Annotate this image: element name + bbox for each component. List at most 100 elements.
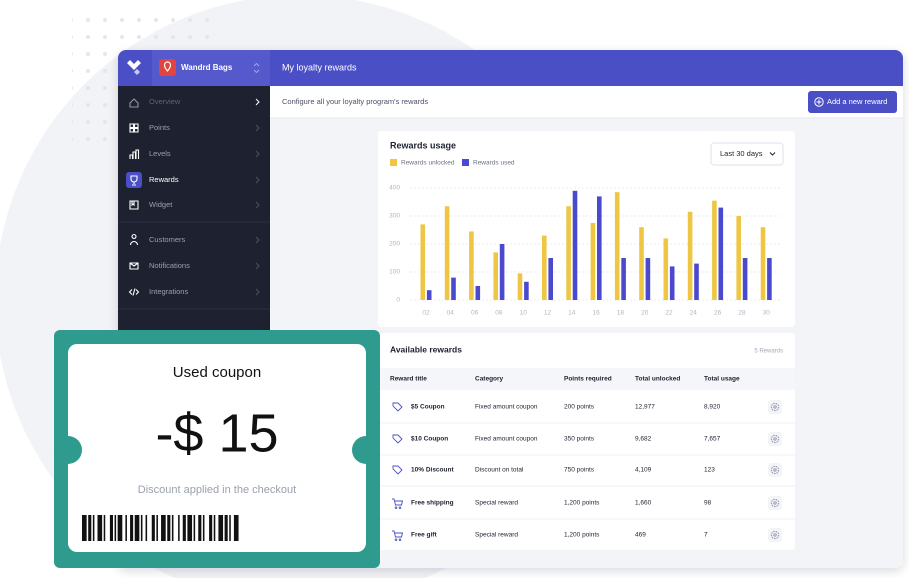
nav-item[interactable]: Customers — [129, 234, 260, 246]
barcode-bar — [233, 515, 239, 541]
bar — [712, 200, 717, 300]
x-tick-label: 20 — [641, 310, 649, 317]
nav-icon — [129, 200, 139, 210]
nav-label[interactable]: Customers — [149, 235, 186, 244]
gear — [770, 465, 780, 475]
table-row[interactable]: $5 Coupon Fixed amount coupon 200 points 12… — [378, 400, 795, 424]
nav-label[interactable]: Points — [149, 123, 170, 132]
settings-button[interactable] — [768, 400, 782, 414]
nav-label[interactable]: Integrations — [149, 287, 188, 296]
barcode-bar — [209, 515, 213, 541]
barcode-bar — [134, 515, 140, 541]
table-cell: 12,977 — [635, 404, 655, 411]
x-tick-label: 28 — [738, 310, 746, 317]
barcode-bar — [161, 515, 166, 541]
add-reward-button[interactable]: Add a new reward — [808, 91, 897, 113]
nav-item[interactable]: Widget — [129, 200, 260, 210]
nav-label[interactable]: Levels — [149, 149, 171, 158]
store-icon — [163, 61, 172, 72]
table-cell: 123 — [704, 467, 715, 474]
gear — [773, 501, 777, 505]
nav-label[interactable]: Widget — [149, 200, 173, 209]
nav-label[interactable]: Overview — [149, 97, 181, 106]
nav-item[interactable]: Notifications — [129, 261, 260, 270]
table-row[interactable]: Free gift Special reward 1,200 points 469 7 — [392, 528, 782, 542]
nav-label[interactable]: Notifications — [149, 261, 190, 270]
table-cell: Free gift — [411, 532, 437, 539]
x-tick-label: 02 — [422, 310, 430, 317]
gear-bg — [768, 432, 782, 446]
table-count: 5 Rewards — [754, 349, 783, 355]
table-cell: 4,109 — [635, 467, 652, 474]
nav-label[interactable]: Rewards — [149, 175, 179, 184]
coupon-title: Used coupon — [173, 364, 261, 381]
y-tick-label: 400 — [389, 185, 400, 192]
settings-button[interactable] — [768, 463, 782, 477]
bar — [451, 277, 456, 300]
gear-bg — [768, 463, 782, 477]
table-cell: 8,920 — [704, 404, 721, 411]
bar — [597, 196, 602, 300]
gear-bg — [768, 400, 782, 414]
bar — [736, 216, 741, 300]
table-row[interactable]: $10 Coupon Fixed amount coupon 350 points 9… — [378, 432, 795, 456]
store-name: Wandrd Bags — [181, 63, 233, 72]
barcode-bar — [109, 515, 113, 541]
nav-item[interactable]: Rewards — [126, 172, 260, 188]
nav-item[interactable]: Overview — [129, 97, 260, 108]
table-cell: Discount on total — [475, 467, 524, 474]
gear — [773, 533, 777, 537]
x-tick-label: 30 — [763, 310, 771, 317]
bar — [687, 211, 693, 300]
bar — [517, 273, 523, 300]
gear — [770, 530, 780, 540]
table-row[interactable]: 10% Discount Discount on total 750 points 4… — [378, 463, 795, 487]
settings-button[interactable] — [768, 496, 782, 510]
table: Reward title Category Points required Total… — [378, 376, 795, 542]
table-cell: 750 points — [564, 467, 595, 474]
nav-chevron — [255, 201, 260, 209]
nav-chevron — [255, 176, 260, 184]
logo — [127, 60, 141, 70]
gear — [770, 434, 780, 444]
barcode-bar — [103, 515, 106, 541]
bar — [663, 238, 669, 300]
column-header: Points required — [564, 376, 612, 383]
barcode-bar — [145, 515, 148, 541]
column-header: Category — [475, 376, 504, 383]
period-dropdown[interactable]: Last 30 days — [710, 142, 784, 166]
y-tick-label: 300 — [389, 213, 400, 220]
settings-button[interactable] — [768, 528, 782, 542]
y-tick-label: 200 — [389, 241, 400, 248]
barcode-bar — [114, 515, 117, 541]
bar — [621, 258, 626, 300]
bar — [493, 252, 498, 300]
coupon-amount: -$ 15 — [155, 403, 278, 463]
bar — [444, 206, 450, 300]
barcode-bar — [187, 515, 193, 541]
nav-item[interactable]: Points — [129, 123, 260, 133]
table-row[interactable]: Free shipping Special reward 1,200 points 1… — [378, 496, 795, 520]
nav-item[interactable]: Levels — [129, 149, 260, 159]
bar — [669, 266, 675, 300]
nav-icon — [128, 288, 140, 296]
bar — [742, 258, 748, 300]
table-cell: 469 — [635, 532, 646, 539]
bar — [469, 231, 474, 300]
barcode-bar — [182, 515, 186, 541]
coupon: Used coupon -$ 15 Discount applied in th… — [54, 330, 380, 568]
settings-button[interactable] — [768, 432, 782, 446]
bar — [548, 258, 553, 300]
nav-active-bg — [126, 172, 142, 188]
table-cell: Special reward — [475, 500, 518, 507]
dropdown-label[interactable]: Last 30 days — [720, 149, 763, 158]
nav-icon — [129, 234, 139, 246]
barcode-bar — [178, 515, 180, 541]
button-label[interactable]: Add a new reward — [827, 97, 887, 106]
x-tick-label: 04 — [447, 310, 455, 317]
gear — [773, 437, 777, 441]
nav-chevron — [255, 98, 260, 106]
bar — [767, 258, 772, 300]
nav-item[interactable]: Integrations — [128, 287, 260, 296]
